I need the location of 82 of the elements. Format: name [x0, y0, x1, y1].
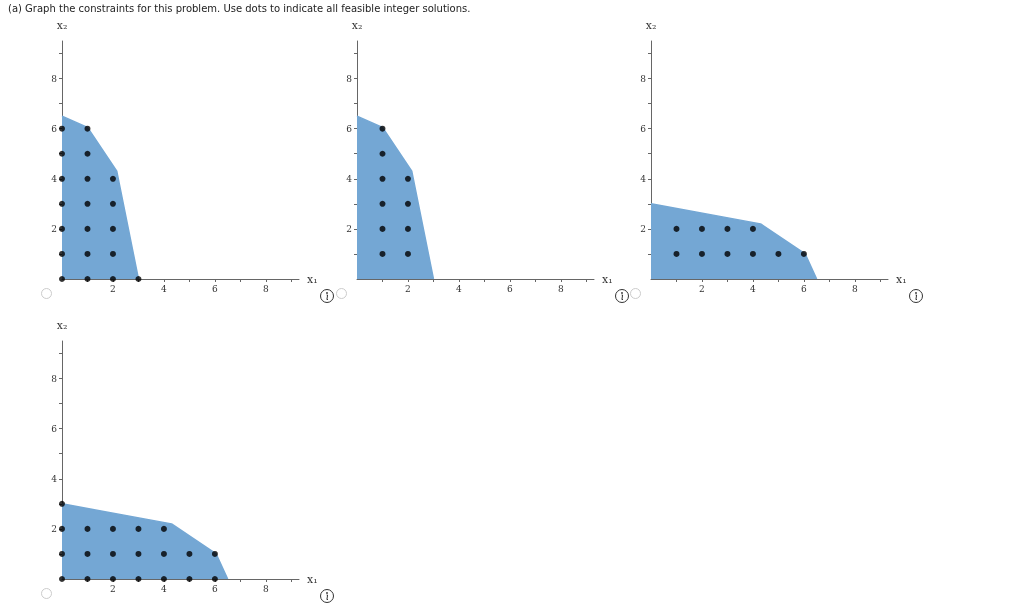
- point: [109, 276, 116, 282]
- y-tick-label: 6: [346, 123, 353, 134]
- x-tick-label: 6: [212, 583, 219, 594]
- y-axis-title: x₂: [56, 319, 68, 332]
- y-tick-label: 2: [346, 223, 352, 234]
- point: [109, 250, 116, 257]
- x-tick-label: 8: [558, 283, 564, 294]
- chart-title: (a) Graph the constraints for this problem. Use dots to indicate all feasible integer solutions.: [8, 3, 471, 14]
- y-tick-label: 2: [51, 523, 57, 534]
- point: [59, 250, 65, 257]
- point: [84, 550, 91, 557]
- point: [379, 150, 386, 157]
- x-axis-title: x₁: [307, 272, 318, 286]
- y-tick-label: 4: [640, 173, 647, 184]
- x-axis-title: x₁: [896, 272, 907, 286]
- y-tick-label: 8: [346, 73, 353, 84]
- point: [404, 175, 411, 182]
- y-axis-title: x₂: [56, 19, 68, 32]
- point: [59, 276, 65, 282]
- x-tick-label: 6: [507, 283, 514, 294]
- y-tick-label: 4: [346, 173, 353, 184]
- y-tick-label: 8: [51, 373, 58, 384]
- point: [109, 576, 116, 582]
- y-tick-label: 8: [640, 73, 647, 84]
- y-tick-label: 2: [640, 223, 646, 234]
- x-axis-title: x₁: [307, 572, 318, 586]
- point: [84, 150, 91, 157]
- y-tick-label: 8: [51, 73, 58, 84]
- point: [84, 225, 91, 232]
- point: [211, 576, 218, 582]
- point: [160, 525, 167, 532]
- y-tick-label: 6: [51, 423, 58, 434]
- point: [135, 525, 142, 532]
- x-tick-label: 8: [263, 283, 269, 294]
- point: [186, 550, 193, 557]
- point: [59, 550, 65, 557]
- point: [109, 225, 116, 232]
- point: [84, 200, 91, 207]
- y-axis-title: x₂: [351, 19, 363, 32]
- x-tick-label: 4: [161, 283, 168, 294]
- point: [59, 200, 65, 207]
- point: [109, 175, 116, 182]
- x-tick-label: 6: [212, 283, 219, 294]
- point: [404, 225, 411, 232]
- point: [379, 225, 386, 232]
- point: [84, 250, 91, 257]
- point: [404, 200, 411, 207]
- x-tick-label: 4: [161, 583, 168, 594]
- x-tick-label: 4: [456, 283, 463, 294]
- x-tick-label: 6: [801, 283, 808, 294]
- point: [59, 225, 65, 232]
- x-axis-title: x₁: [602, 272, 613, 286]
- point: [59, 576, 65, 582]
- point: [59, 500, 65, 507]
- y-tick-label: 6: [640, 123, 647, 134]
- point: [109, 550, 116, 557]
- point: [109, 525, 116, 532]
- x-tick-label: 8: [852, 283, 858, 294]
- y-axis-title: x₂: [645, 19, 657, 32]
- point: [109, 200, 116, 207]
- point: [211, 550, 218, 557]
- x-tick-label: 2: [405, 283, 411, 294]
- point: [59, 175, 65, 182]
- x-tick-label: 2: [110, 283, 116, 294]
- x-tick-label: 8: [263, 583, 269, 594]
- point: [160, 550, 167, 557]
- point: [135, 550, 142, 557]
- point: [59, 525, 65, 532]
- x-tick-label: 4: [750, 283, 757, 294]
- x-tick-label: 2: [699, 283, 705, 294]
- point: [404, 250, 411, 257]
- y-tick-label: 2: [51, 223, 57, 234]
- point: [84, 525, 91, 532]
- y-tick-label: 4: [51, 473, 58, 484]
- y-tick-label: 6: [51, 123, 58, 134]
- point: [84, 175, 91, 182]
- point: [379, 250, 386, 257]
- y-tick-label: 4: [51, 173, 58, 184]
- point: [379, 200, 386, 207]
- x-tick-label: 2: [110, 583, 116, 594]
- point: [379, 175, 386, 182]
- point: [160, 576, 167, 582]
